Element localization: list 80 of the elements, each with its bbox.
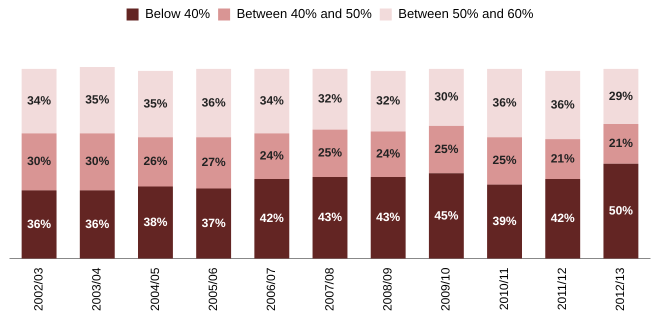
data-label: 30% <box>27 154 52 168</box>
bar <box>312 130 348 178</box>
bar <box>545 139 580 179</box>
x-tick-label: 2004/05 <box>148 267 162 312</box>
data-label: 36% <box>492 95 517 110</box>
data-label: 50% <box>608 204 634 218</box>
data-label: 26% <box>143 154 168 168</box>
data-label: 25% <box>492 153 517 168</box>
data-label: 25% <box>318 146 342 160</box>
bar <box>487 68 522 138</box>
legend-label: Between 50% and 60% <box>398 6 534 22</box>
bar <box>428 68 464 126</box>
x-tick-label: 2007/08 <box>322 267 336 312</box>
data-label: 37% <box>202 216 226 230</box>
data-label: 25% <box>434 142 459 156</box>
data-label: 45% <box>434 208 459 222</box>
data-label: 38% <box>143 214 168 229</box>
data-label: 34% <box>260 93 284 108</box>
bar <box>370 70 406 132</box>
bar <box>196 68 232 138</box>
bar <box>545 178 580 259</box>
x-tick-label: 2006/07 <box>264 267 278 312</box>
bar <box>603 164 638 259</box>
data-label: 36% <box>85 216 110 231</box>
data-label: 29% <box>608 88 634 103</box>
x-tick-label: 2009/10 <box>438 267 453 312</box>
data-label: 39% <box>492 214 517 228</box>
data-label: 43% <box>318 210 342 224</box>
data-label: 36% <box>550 97 576 112</box>
data-label: 30% <box>434 90 459 104</box>
data-label: 21% <box>550 151 576 166</box>
bar <box>370 132 406 178</box>
bar <box>80 190 115 259</box>
x-tick-label: 2010/11 <box>496 267 511 310</box>
x-tick-label: 2005/06 <box>206 267 220 312</box>
x-tick-label: 2008/09 <box>380 267 394 312</box>
bar <box>22 190 57 259</box>
data-label: 42% <box>260 211 284 226</box>
bar <box>22 68 57 134</box>
bar <box>80 133 115 190</box>
bar <box>196 188 232 259</box>
bar <box>603 124 638 164</box>
legend-label: Between 40% and 50% <box>236 6 372 22</box>
data-label: 43% <box>376 210 401 224</box>
bar <box>603 68 638 124</box>
bar <box>254 68 290 134</box>
legend-label: Below 40% <box>145 6 211 22</box>
data-label: 34% <box>27 93 52 108</box>
data-label: 32% <box>318 92 342 106</box>
data-label: 42% <box>550 211 576 226</box>
data-label: 36% <box>202 95 226 110</box>
bar <box>428 173 464 259</box>
bar <box>487 184 522 259</box>
data-label: 27% <box>202 155 226 170</box>
bar <box>22 133 57 190</box>
x-tick-label: 2011/12 <box>555 267 570 310</box>
data-label: 30% <box>85 154 110 168</box>
bar <box>80 67 115 134</box>
bar <box>428 126 464 174</box>
bar <box>312 177 348 259</box>
bar <box>138 70 173 138</box>
bar <box>370 177 406 259</box>
bar <box>196 137 232 188</box>
bar <box>312 68 348 130</box>
data-label: 24% <box>376 146 401 161</box>
x-tick-label: 2002/03 <box>31 267 46 312</box>
x-tick-label: 2012/13 <box>613 267 628 312</box>
bar <box>487 137 522 185</box>
bar <box>138 137 173 187</box>
data-label: 24% <box>260 148 284 163</box>
bar <box>138 186 173 259</box>
bar <box>545 70 580 140</box>
bar <box>254 178 290 259</box>
bar <box>254 133 290 179</box>
x-tick-label: 2003/04 <box>90 267 104 312</box>
data-label: 36% <box>27 216 52 231</box>
data-label: 32% <box>376 93 401 108</box>
data-label: 21% <box>608 136 634 150</box>
data-label: 35% <box>85 92 110 107</box>
data-label: 35% <box>143 96 168 110</box>
